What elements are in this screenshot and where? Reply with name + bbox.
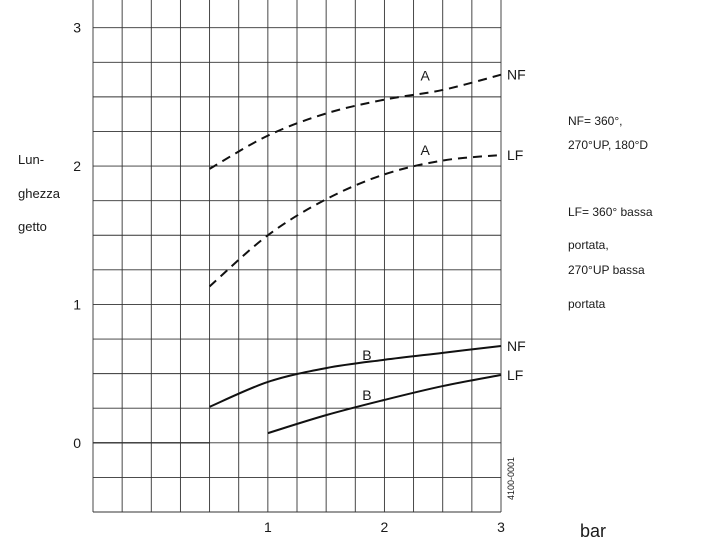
y-tick-label: 2	[73, 158, 81, 174]
curve-end-label-nf: NF	[507, 67, 526, 83]
curve-labels: A A B B	[362, 67, 430, 403]
nf-note-line-1: NF= 360°,	[568, 114, 623, 128]
y-tick-label: 1	[73, 296, 81, 312]
curve-letter-label: B	[362, 387, 371, 403]
end-labels: NF LF NF LF	[507, 67, 526, 383]
curve-letter-label: A	[421, 67, 431, 83]
lf-note-line-4: portata	[568, 297, 606, 311]
curve-end-label-lf: LF	[507, 147, 523, 163]
y-axis-label-line-1: Lun-	[18, 152, 45, 167]
lf-note-line-2: portata,	[568, 238, 609, 252]
curve-letter-label: A	[421, 142, 431, 158]
lf-note-line-3: 270°UP bassa	[568, 263, 645, 277]
y-tick-label: 3	[73, 20, 81, 36]
x-axis-unit: bar	[580, 521, 607, 541]
curve-end-label-lf: LF	[507, 367, 523, 383]
curves	[208, 73, 502, 435]
grid-lines	[92, 0, 502, 513]
curve-end-label-nf: NF	[507, 338, 526, 354]
curve-a-lf	[208, 153, 502, 288]
axis-ticks: 0 1 2 3 1 2 3	[73, 20, 505, 535]
y-tick-label: 0	[73, 435, 81, 451]
x-tick-label: 2	[381, 519, 389, 535]
y-axis-label-line-2: ghezza	[18, 186, 60, 201]
x-tick-label: 1	[264, 519, 272, 535]
curve-b-nf	[209, 344, 502, 408]
lf-note-line-1: LF= 360° bassa	[568, 205, 653, 219]
x-tick-label: 3	[497, 519, 505, 535]
y-axis-label-line-3: getto	[18, 219, 47, 234]
curve-b-lf	[267, 374, 502, 435]
nf-note-line-2: 270°UP, 180°D	[568, 138, 649, 152]
curve-letter-label: B	[362, 347, 371, 363]
figure-code: 4100-0001	[506, 457, 516, 500]
curve-a-nf	[209, 73, 502, 170]
